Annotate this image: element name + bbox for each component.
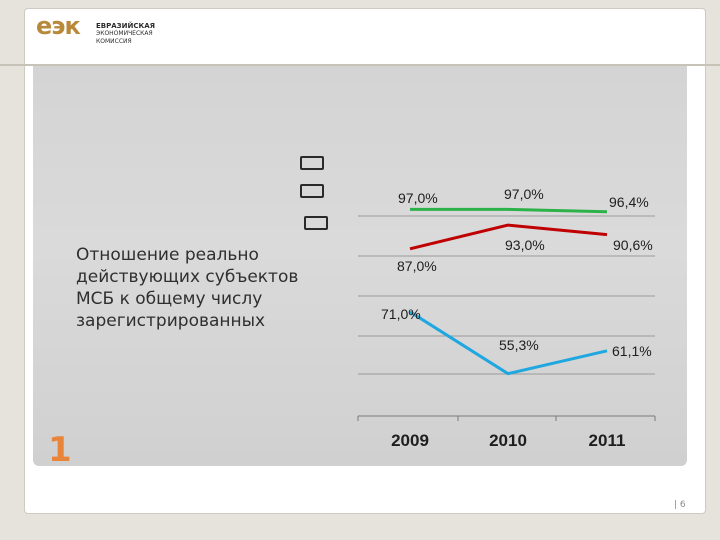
- data-label-s3-2010: 55,3%: [499, 337, 539, 353]
- series-line-2: [409, 223, 608, 251]
- logo-line-1: ЕВРАЗИЙСКАЯ: [96, 22, 156, 30]
- logo-line-3: КОМИССИЯ: [96, 38, 132, 45]
- x-tick-labels: 2009 2010 2011: [391, 431, 625, 450]
- chart-side-label: Отношение реально действующих субъектов …: [76, 245, 299, 331]
- data-label-s3-2011: 61,1%: [612, 343, 652, 359]
- series-line-3: [409, 310, 608, 376]
- data-label-s3-2009: 71,0%: [381, 306, 421, 322]
- data-label-s1-2011: 96,4%: [609, 194, 649, 210]
- data-label-s2-2011: 90,6%: [613, 237, 653, 253]
- logo-text: ЕВРАЗИЙСКАЯ ЭКОНОМИЧЕСКАЯ КОМИССИЯ: [96, 22, 155, 46]
- legend-swatch-green: [300, 184, 324, 198]
- logo: еэк ЕВРАЗИЙСКАЯ ЭКОНОМИЧЕСКАЯ КОМИССИЯ: [36, 10, 176, 56]
- data-labels: 97,0% 97,0% 96,4% 87,0% 93,0% 90,6% 71,0% 55,3%…: [381, 186, 653, 359]
- series-line-1: [410, 207, 608, 214]
- logo-line-2: ЭКОНОМИЧЕСКАЯ: [96, 30, 153, 37]
- x-tick-label-2011: 2011: [589, 431, 626, 450]
- x-tick-label-2009: 2009: [391, 431, 429, 450]
- data-label-s2-2009: 87,0%: [397, 258, 437, 274]
- chart-panel: [33, 66, 687, 466]
- header-divider: [0, 64, 720, 66]
- data-label-s1-2010: 97,0%: [504, 186, 544, 202]
- x-axis: [357, 415, 656, 421]
- slide-number-badge: 1: [48, 430, 72, 470]
- page-number: | 6: [674, 500, 686, 510]
- x-tick-label-2010: 2010: [489, 431, 527, 450]
- series-lines: [409, 207, 608, 376]
- legend-swatch-blue: [304, 216, 328, 230]
- data-label-s2-2010: 93,0%: [505, 237, 545, 253]
- data-label-s1-2009: 97,0%: [398, 190, 438, 206]
- legend-swatch-red: [300, 156, 324, 170]
- logo-mark: еэк: [36, 12, 81, 40]
